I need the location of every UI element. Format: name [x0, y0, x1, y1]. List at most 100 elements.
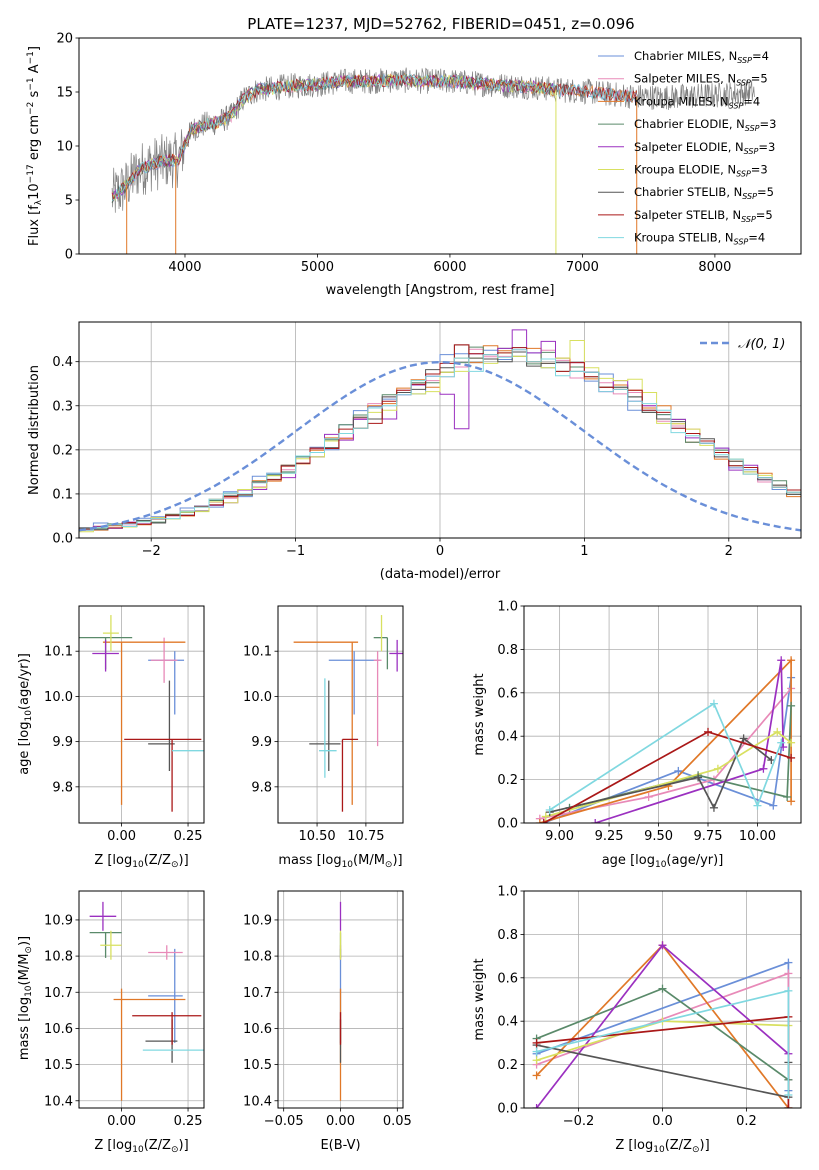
axes-frame	[78, 605, 205, 824]
x-tick-label: 8000	[698, 260, 731, 275]
legend-entry-kroupa_stelib: Kroupa STELIB, NSSP=4	[634, 231, 765, 247]
y-tick-label: 0.0	[497, 1102, 518, 1117]
y-axis-label: mass weight	[472, 673, 487, 755]
plot-area	[79, 329, 801, 538]
x-tick-label: 0.2	[736, 1114, 757, 1129]
axis-label: Z [log10(Z/Z⊙)]	[94, 853, 188, 870]
model-line-chabrier_elodie	[111, 73, 557, 204]
legend: Chabrier MILES, NSSP=4 Salpeter MILES, NS…	[598, 49, 776, 247]
grid	[79, 606, 204, 823]
mass-vs-ebv-axes: −0.05 0.00 0.05 10.4 10.5 10.6 10.7 10.8 10.9 E(B…	[243, 890, 412, 1153]
x-tick-label: 0.05	[383, 1114, 412, 1129]
axes-frame	[78, 321, 802, 539]
x-tick-label: 2	[725, 544, 733, 559]
axis-label: Flux [fλ10−17 erg cm−2 s−1 A−1]	[26, 46, 44, 246]
plot-area	[532, 941, 793, 1108]
y-tick-label: 10.0	[44, 690, 73, 705]
model-line-salpeter_stelib	[111, 73, 638, 201]
residuals-axes: −2 −1 0 1 2 0.0 0.1 0.2 0.3 0.4 𝒩(0, 1) (data-model…	[27, 321, 802, 582]
weight-line-salpeter_elodie	[594, 660, 785, 823]
y-tick-label: 10.8	[44, 950, 73, 965]
histogram-kroupa_stelib	[79, 349, 801, 538]
y-tick-label: 0.6	[497, 971, 518, 986]
y-tick-label: 9.8	[251, 780, 272, 795]
y-tick-label: 9.9	[52, 735, 73, 750]
y-axis-label: mass weight	[472, 958, 487, 1040]
y-tick-label: 10.1	[44, 645, 73, 660]
weight-line-kroupa_stelib	[549, 702, 782, 811]
axes-frame	[523, 890, 802, 1109]
weight-vs-metallicity-axes: −0.2 0.0 0.2 0.0 0.2 0.4 0.6 0.8 1.0 mass weight Z…	[472, 885, 802, 1155]
axis-label: Z [log10(Z/Z⊙)]	[94, 1138, 188, 1155]
legend-entry-salpeter_miles: Salpeter MILES, NSSP=5	[634, 72, 768, 88]
legend-entry-salpeter_stelib: Salpeter STELIB, NSSP=5	[634, 208, 773, 224]
y-tick-label: 0.1	[52, 487, 73, 502]
y-tick-label: 10.1	[243, 645, 272, 660]
x-tick-label: 0.0	[652, 1114, 673, 1129]
y-tick-label: 10.6	[243, 1022, 272, 1037]
y-tick-label: 0.8	[497, 928, 518, 943]
y-tick-label: 10.7	[243, 986, 272, 1001]
x-tick-label: 0	[436, 544, 444, 559]
y-tick-label: 0.3	[52, 399, 73, 414]
x-tick-label: 0.00	[326, 1114, 355, 1129]
y-tick-label: 0.4	[52, 355, 73, 370]
x-tick-label: −0.2	[563, 1114, 595, 1129]
x-tick-label: 9.75	[694, 829, 723, 844]
y-tick-label: 0.4	[497, 1015, 518, 1030]
model-line-salpeter_miles	[111, 73, 637, 202]
y-tick-label: 10.8	[243, 950, 272, 965]
y-tick-label: 10.6	[44, 1022, 73, 1037]
y-tick-label: 10.4	[243, 1094, 272, 1109]
axes-frame	[78, 37, 802, 255]
legend-entry-chabrier_elodie: Chabrier ELODIE, NSSP=3	[634, 117, 776, 133]
x-tick-label: 10.00	[739, 829, 776, 844]
x-tick-label: 10.75	[347, 829, 384, 844]
y-tick-label: 10.5	[243, 1058, 272, 1073]
plot-area	[89, 901, 204, 1101]
weight-line-kroupa_miles	[539, 658, 792, 823]
x-tick-label: 7000	[566, 260, 599, 275]
y-tick-label: 10.9	[44, 913, 73, 928]
y-tick-label: 10.0	[243, 690, 272, 705]
x-tick-label: 5000	[301, 260, 334, 275]
x-tick-label: 9.00	[545, 829, 574, 844]
axis-label: age [log10(age/yr)]	[602, 853, 724, 870]
y-tick-label: 0	[65, 248, 73, 263]
y-tick-label: 10.5	[44, 1058, 73, 1073]
grid	[524, 890, 801, 1109]
y-tick-label: 0.2	[497, 773, 518, 788]
x-axis-label: wavelength [Angstrom, rest frame]	[326, 283, 555, 298]
x-tick-label: −2	[142, 544, 161, 559]
x-tick-label: 9.50	[644, 829, 673, 844]
axes-frame	[277, 605, 404, 824]
gaussian-reference-curve	[79, 360, 801, 532]
x-tick-label: 0.25	[174, 829, 203, 844]
y-tick-label: 1.0	[497, 885, 518, 900]
weight-vs-age-axes: 9.00 9.25 9.50 9.75 10.00 0.0 0.2 0.4 0.6 0.8 1.0 m…	[472, 600, 802, 870]
x-tick-label: 4000	[168, 260, 201, 275]
x-tick-label: −0.05	[264, 1114, 304, 1129]
legend-entry-kroupa_elodie: Kroupa ELODIE, NSSP=3	[634, 163, 768, 179]
grid	[278, 606, 403, 823]
axes-frame	[78, 890, 205, 1109]
model-line-kroupa_stelib	[111, 73, 638, 201]
axis-label: Z [log10(Z/Z⊙)]	[615, 1138, 709, 1155]
axis-label: mass [log10(M/M⊙)]	[17, 936, 34, 1060]
x-tick-label: 1	[580, 544, 588, 559]
plot-area	[535, 656, 796, 823]
x-tick-label: 9.25	[595, 829, 624, 844]
y-tick-label: 15	[56, 86, 73, 101]
plot-area	[111, 67, 755, 254]
axis-label: age [log10(age/yr)]	[17, 653, 34, 775]
axes-frame	[523, 605, 802, 824]
age-vs-metallicity-axes: 0.00 0.25 9.8 9.9 10.0 10.1 Z [log10(Z/Z⊙)] age…	[17, 605, 205, 870]
x-tick-label: 0.00	[107, 829, 136, 844]
x-tick-label: 6000	[433, 260, 466, 275]
mass-vs-metallicity-axes: 0.00 0.25 10.4 10.5 10.6 10.7 10.8 10.9 Z [log10…	[17, 890, 205, 1155]
y-tick-label: 0.6	[497, 686, 518, 701]
y-tick-label: 0.2	[52, 443, 73, 458]
x-tick-label: 0.00	[107, 1114, 136, 1129]
y-tick-label: 10.4	[44, 1094, 73, 1109]
